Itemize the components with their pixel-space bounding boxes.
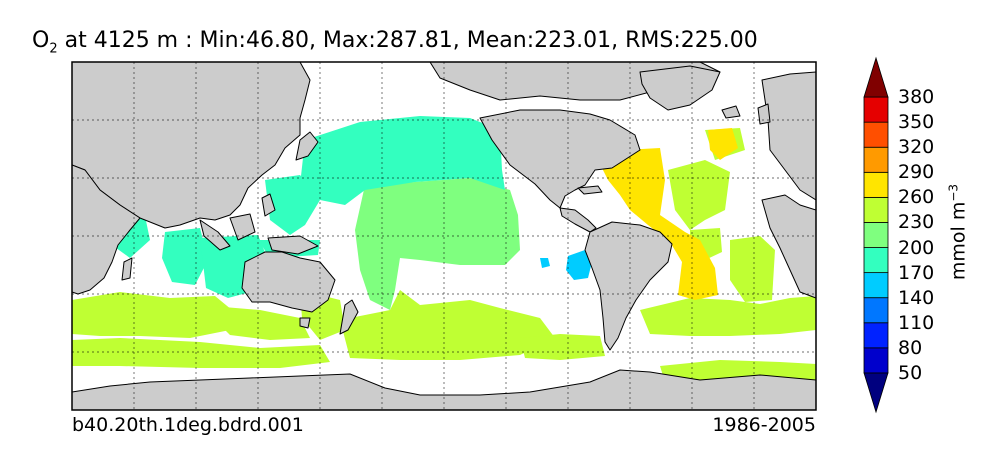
land-north-america	[479, 109, 641, 209]
colorbar-tick-label: 50	[898, 361, 923, 384]
colorbar-band	[863, 96, 889, 123]
colorbar-tick-label: 230	[898, 211, 935, 234]
land-greenland	[639, 65, 721, 111]
map-title: O2 at 4125 m : Min:46.80, Max:287.81, Me…	[32, 28, 758, 57]
field-deep-south-230	[72, 338, 330, 368]
land-tasmania	[299, 317, 311, 329]
colorbar-tick-label: 320	[898, 136, 935, 159]
colorbar-band	[863, 322, 889, 349]
colorbar-band	[863, 121, 889, 148]
land-philippines	[261, 193, 276, 217]
colorbar-band	[863, 247, 889, 274]
field-peru-basin-140	[566, 250, 592, 280]
field-north-atlantic-230	[668, 160, 730, 230]
colorbar-tick-label: 380	[898, 86, 935, 109]
land-south-america	[584, 221, 673, 351]
field-east-atlantic-230	[730, 236, 775, 302]
colorbar-tick-label: 350	[898, 111, 935, 134]
field-north-atlantic-260	[598, 148, 718, 300]
land-japan	[295, 131, 319, 161]
field-south-atlantic-230	[640, 296, 816, 336]
colorbar-band	[863, 146, 889, 173]
land-new-zealand	[339, 299, 359, 335]
field-north-pacific-170	[300, 116, 505, 205]
field-southern-indian-230	[72, 292, 232, 338]
field-south-pacific-200	[355, 178, 520, 310]
land-africa-east	[761, 194, 816, 299]
colorbar-band	[863, 56, 889, 98]
map-gridlines	[72, 62, 816, 410]
map-frame	[71, 61, 817, 411]
oxygen-fields	[72, 116, 816, 386]
colorbar-band	[863, 171, 889, 198]
land-sumatra	[199, 219, 231, 251]
colorbar-unit-label: mmol m−3	[946, 183, 970, 281]
colorbar	[863, 56, 889, 414]
field-southern-pacific-230	[340, 290, 555, 360]
land-borneo	[229, 213, 256, 241]
land-antarctica	[72, 369, 816, 410]
landmasses	[72, 62, 816, 410]
year-range: 1986-2005	[712, 414, 816, 436]
colorbar-tick-label: 170	[898, 261, 935, 284]
field-deep-south-east-230	[520, 334, 605, 360]
colorbar-tick-label: 80	[898, 336, 923, 359]
land-madagascar	[121, 257, 133, 281]
colorbar-band	[863, 222, 889, 248]
field-southern-tasman-230	[200, 305, 310, 340]
field-indian-east-170	[162, 228, 208, 285]
colorbar-tick-label: 260	[898, 186, 935, 209]
field-labrador-260	[708, 128, 738, 160]
run-name: b40.20th.1deg.bdrd.001	[72, 414, 304, 436]
land-new-guinea	[267, 235, 319, 255]
field-west-pacific-170	[265, 175, 320, 235]
colorbar-tick-label: 290	[898, 161, 935, 184]
land-europe-east	[761, 71, 816, 201]
colorbar-band	[863, 196, 889, 223]
colorbar-band	[863, 372, 889, 414]
colorbar-band	[863, 347, 889, 374]
land-iceland	[721, 105, 741, 119]
colorbar-tick-label: 200	[898, 236, 935, 259]
land-cuba	[577, 185, 603, 195]
colorbar-tick-label: 110	[898, 311, 935, 334]
colorbar-band	[863, 272, 889, 299]
colorbar-tick-label: 140	[898, 286, 935, 309]
colorbar-band	[863, 297, 889, 324]
land-uk	[757, 103, 771, 125]
field-pacific-spot-140	[540, 258, 550, 268]
land-central-america	[559, 207, 597, 233]
